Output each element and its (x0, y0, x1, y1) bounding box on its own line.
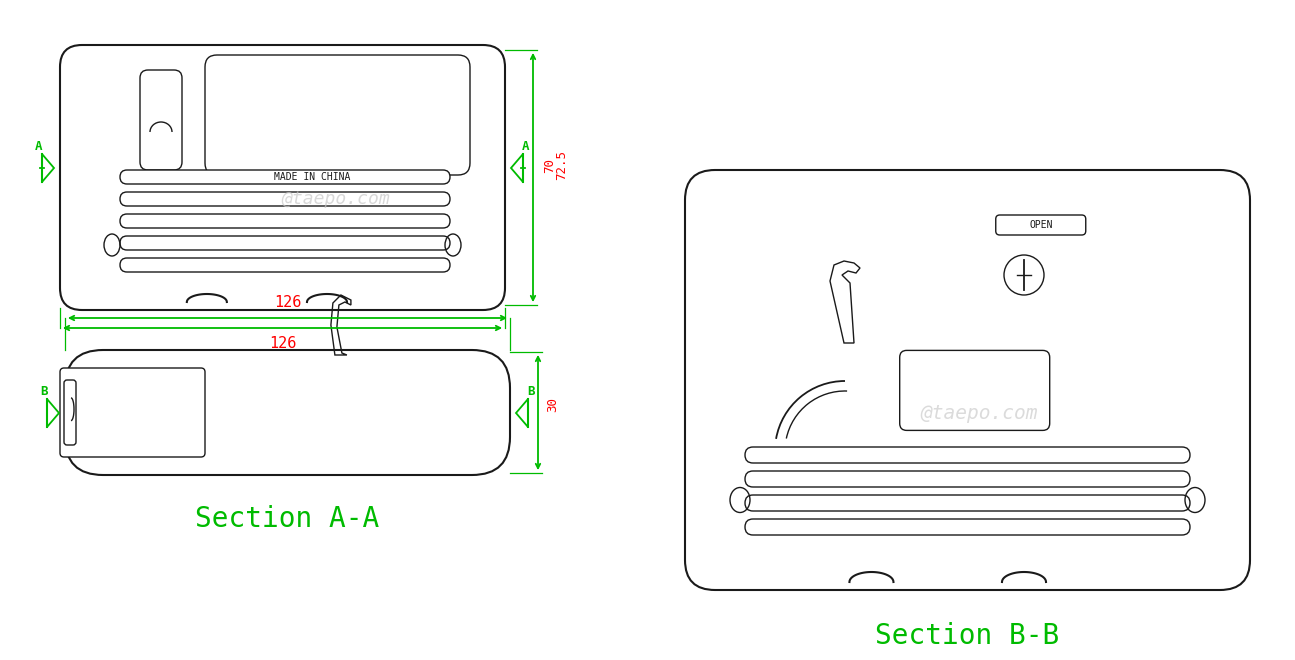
FancyBboxPatch shape (205, 55, 470, 175)
Text: A: A (522, 140, 530, 153)
FancyBboxPatch shape (65, 350, 510, 475)
FancyBboxPatch shape (996, 215, 1085, 235)
Text: 70: 70 (543, 158, 556, 173)
FancyBboxPatch shape (745, 495, 1190, 511)
FancyBboxPatch shape (60, 45, 505, 310)
Text: MADE IN CHINA: MADE IN CHINA (275, 172, 351, 182)
Text: B: B (40, 385, 48, 398)
Text: @taepo.com: @taepo.com (281, 189, 390, 208)
Text: A: A (35, 140, 43, 153)
Text: 72.5: 72.5 (556, 150, 569, 180)
FancyBboxPatch shape (685, 170, 1250, 590)
FancyBboxPatch shape (140, 70, 183, 170)
FancyBboxPatch shape (745, 519, 1190, 535)
FancyBboxPatch shape (60, 368, 205, 457)
Text: Section B-B: Section B-B (875, 622, 1059, 650)
FancyBboxPatch shape (120, 192, 449, 206)
Text: @taepo.com: @taepo.com (919, 404, 1037, 423)
Text: OPEN: OPEN (1030, 220, 1053, 230)
FancyBboxPatch shape (900, 350, 1050, 430)
FancyBboxPatch shape (120, 170, 449, 184)
FancyBboxPatch shape (120, 214, 449, 228)
FancyBboxPatch shape (63, 380, 76, 445)
FancyBboxPatch shape (120, 236, 449, 250)
Text: 126: 126 (273, 295, 302, 310)
FancyBboxPatch shape (745, 447, 1190, 463)
Text: B: B (527, 385, 535, 398)
Text: 30: 30 (546, 397, 559, 412)
FancyBboxPatch shape (745, 471, 1190, 487)
Text: Section A-A: Section A-A (196, 505, 379, 533)
FancyBboxPatch shape (120, 258, 449, 272)
Text: 126: 126 (269, 336, 297, 351)
